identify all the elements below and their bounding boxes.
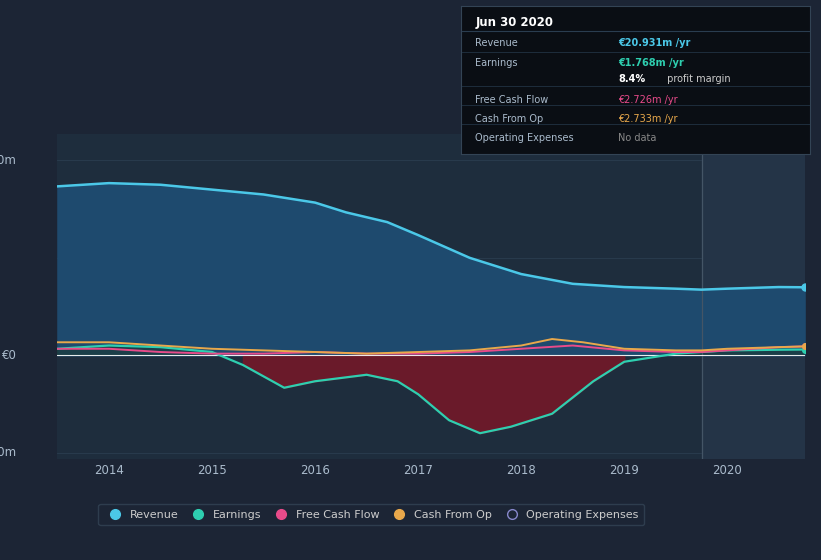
Text: Jun 30 2020: Jun 30 2020	[475, 16, 553, 29]
Text: €1.768m /yr: €1.768m /yr	[618, 58, 684, 68]
Text: €0: €0	[2, 349, 16, 362]
Text: Revenue: Revenue	[475, 38, 518, 48]
Bar	[701, 134, 805, 459]
Text: €60m: €60m	[0, 154, 16, 167]
Text: Operating Expenses: Operating Expenses	[475, 133, 574, 143]
Text: -€30m: -€30m	[0, 446, 16, 459]
Text: 8.4%: 8.4%	[618, 74, 645, 84]
Text: profit margin: profit margin	[664, 74, 731, 84]
Text: €2.733m /yr: €2.733m /yr	[618, 114, 678, 124]
Text: €20.931m /yr: €20.931m /yr	[618, 38, 690, 48]
Text: Cash From Op: Cash From Op	[475, 114, 544, 124]
Text: Free Cash Flow: Free Cash Flow	[475, 95, 548, 105]
Legend: Revenue, Earnings, Free Cash Flow, Cash From Op, Operating Expenses: Revenue, Earnings, Free Cash Flow, Cash …	[99, 504, 644, 525]
Text: €2.726m /yr: €2.726m /yr	[618, 95, 678, 105]
Text: No data: No data	[618, 133, 657, 143]
Text: Earnings: Earnings	[475, 58, 518, 68]
